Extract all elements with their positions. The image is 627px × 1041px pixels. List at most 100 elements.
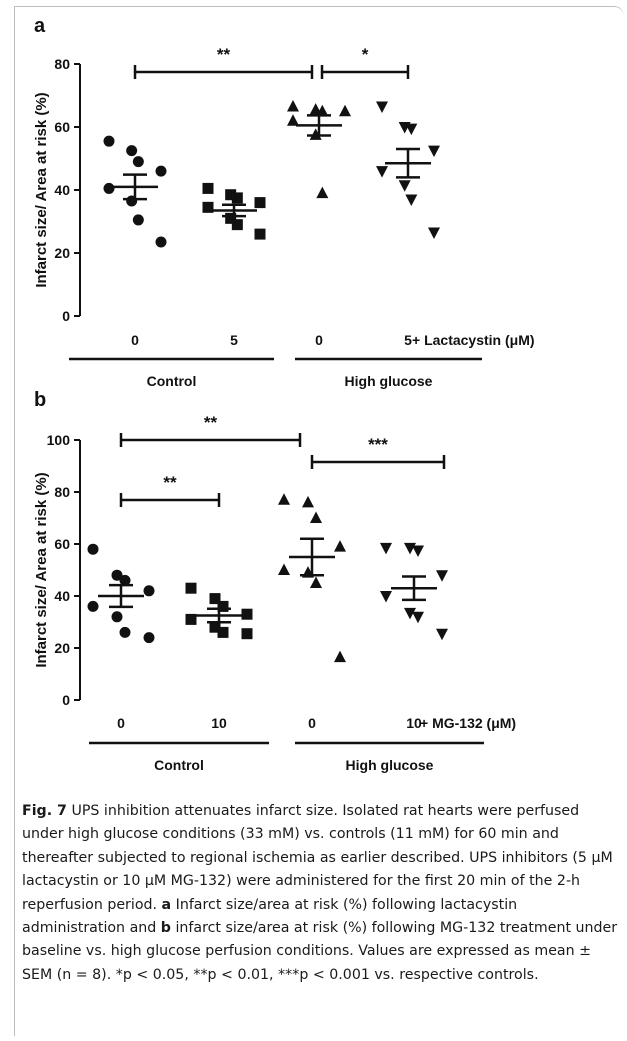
y-tick-label: 20 (54, 640, 70, 656)
group-label: Control (147, 373, 197, 389)
data-point-circle (87, 600, 99, 612)
data-point-triangle-down (412, 545, 424, 557)
y-tick-label: 100 (47, 432, 71, 448)
data-point-triangle-up (316, 186, 329, 199)
data-point-square (217, 626, 229, 638)
x-dose-label: 0 (131, 332, 139, 348)
x-dose-label: 10 (406, 715, 422, 731)
caption-fig-label: Fig. 7 (22, 803, 67, 819)
figure-frame (14, 6, 624, 1036)
data-point-circle (119, 626, 131, 638)
data-point-circle (126, 145, 138, 157)
significance-label: ** (217, 45, 231, 64)
data-point-triangle-up (339, 104, 351, 117)
significance-label: ** (163, 473, 177, 492)
caption-text-b: infarct size/area at risk (%) following … (22, 920, 618, 983)
y-tick-label: 60 (54, 119, 70, 135)
group-label: High glucose (345, 373, 433, 389)
data-point-circle (87, 543, 99, 555)
data-point-circle (155, 165, 167, 177)
y-tick-label: 80 (54, 484, 70, 500)
caption-title: UPS inhibition attenuates infarct size. (71, 803, 338, 819)
y-tick-label: 40 (54, 182, 70, 198)
data-point-circle (103, 182, 115, 194)
caption-label-a: a (161, 896, 172, 913)
figure-caption: Fig. 7 UPS inhibition attenuates infarct… (22, 800, 618, 987)
caption-text-a: Infarct size/area at risk (%) following … (22, 896, 518, 937)
x-dose-label: 5 (404, 332, 412, 348)
data-point-square (209, 593, 221, 605)
data-point-triangle-up (287, 100, 299, 112)
x-dose-label: 5 (230, 332, 238, 348)
panel-a-chart: a 0 20 40 60 80 Infarct size/ Area at risk (%)… (33, 15, 535, 389)
panel-label: a (34, 15, 46, 37)
y-tick-label: 20 (54, 245, 70, 261)
data-point-triangle-up (310, 576, 322, 588)
data-point-circle (111, 611, 123, 623)
treatment-label: + Lactacystin (μM) (412, 332, 535, 348)
data-point-circle (132, 156, 144, 168)
data-point-triangle-up (302, 495, 314, 508)
data-point-circle (143, 632, 155, 644)
caption-label-b: b (160, 920, 171, 937)
data-point-square (185, 613, 197, 625)
data-point-square (202, 182, 214, 194)
data-point-triangle-down (398, 180, 411, 192)
data-point-triangle-up (309, 128, 322, 140)
x-dose-label: 0 (308, 715, 316, 731)
data-point-triangle-down (436, 570, 448, 582)
data-point-square (254, 228, 266, 240)
data-point-square (202, 201, 214, 213)
data-point-triangle-up (287, 114, 299, 126)
y-tick-label: 0 (62, 692, 70, 708)
data-point-circle (111, 569, 123, 581)
data-point-triangle-up (278, 493, 290, 505)
data-point-triangle-down (428, 227, 440, 240)
data-point-square (217, 600, 229, 612)
data-point-square (231, 192, 243, 204)
data-point-triangle-down (412, 611, 424, 624)
data-point-triangle-down (404, 607, 416, 620)
data-point-circle (155, 236, 167, 248)
data-point-triangle-down (436, 628, 448, 641)
x-dose-label: 0 (117, 715, 125, 731)
data-point-triangle-up (334, 650, 346, 663)
data-point-square (225, 189, 237, 201)
data-point-triangle-down (376, 166, 388, 178)
data-point-square (231, 219, 243, 231)
data-point-square (254, 197, 266, 209)
data-point-triangle-down (405, 194, 418, 206)
group-label: High glucose (346, 757, 434, 773)
data-point-triangle-down (376, 101, 388, 114)
data-point-circle (143, 585, 155, 597)
significance-label: ** (204, 413, 218, 432)
significance-label: * (362, 45, 369, 64)
panel-label: b (34, 389, 46, 411)
data-point-circle (103, 135, 115, 147)
x-dose-label: 10 (211, 715, 227, 731)
data-point-triangle-down (380, 542, 392, 555)
y-axis-title: Infarct size/ Area at risk (%) (33, 92, 50, 287)
data-point-triangle-up (310, 511, 322, 523)
treatment-label: + MG-132 (μM) (420, 715, 516, 731)
data-point-circle (119, 574, 131, 586)
data-point-square (185, 582, 197, 594)
data-point-triangle-up (278, 563, 290, 575)
caption-text-1: Isolated rat hearts were perfused under … (22, 803, 613, 913)
y-axis-title: Infarct size/ Area at risk (%) (33, 472, 50, 667)
y-tick-label: 0 (62, 308, 70, 324)
data-point-circle (132, 214, 144, 226)
x-dose-label: 0 (315, 332, 323, 348)
data-point-square (241, 628, 253, 640)
significance-label: *** (368, 435, 388, 454)
data-point-square (241, 608, 253, 620)
data-point-triangle-up (334, 540, 346, 552)
data-point-triangle-down (405, 123, 418, 136)
data-point-triangle-down (428, 145, 440, 158)
data-point-square (209, 621, 221, 633)
data-point-triangle-down (380, 591, 392, 603)
y-tick-label: 80 (54, 56, 70, 72)
y-tick-label: 40 (54, 588, 70, 604)
